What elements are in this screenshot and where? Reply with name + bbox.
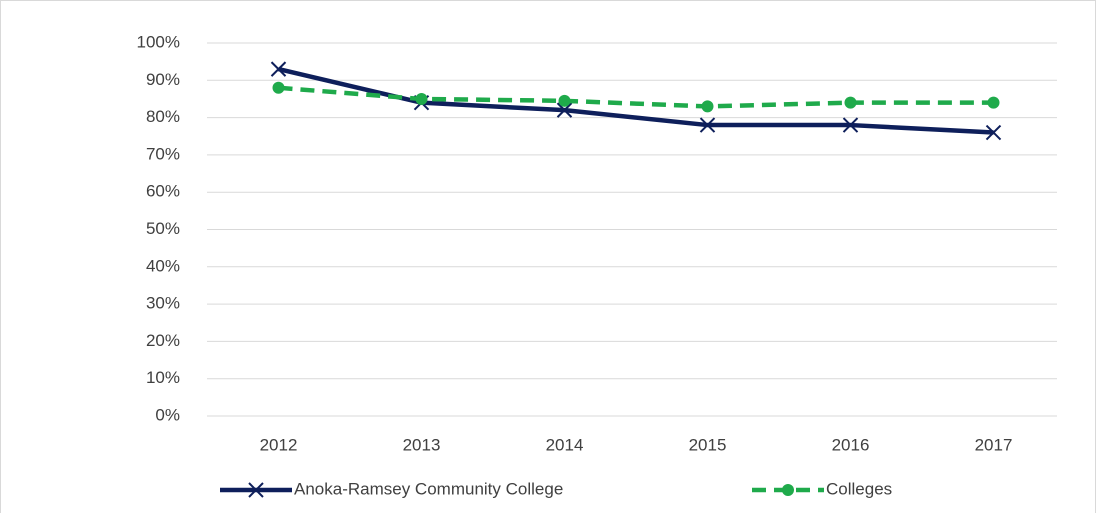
- x-tick-label: 2012: [260, 435, 298, 454]
- y-tick-label: 90%: [146, 70, 180, 89]
- y-tick-label: 20%: [146, 331, 180, 350]
- data-point: [558, 94, 571, 107]
- data-point: [985, 124, 1002, 141]
- y-tick-label: 60%: [146, 182, 180, 201]
- y-tick-label: 70%: [146, 144, 180, 163]
- data-point: [842, 117, 859, 133]
- legend-label: Colleges: [826, 479, 892, 498]
- x-tick-label: 2016: [832, 435, 870, 454]
- y-tick-label: 100%: [137, 32, 180, 51]
- data-point: [415, 92, 428, 105]
- data-point: [701, 100, 714, 113]
- y-tick-label: 10%: [146, 368, 180, 387]
- data-point: [556, 102, 573, 118]
- y-tick-label: 30%: [146, 294, 180, 313]
- data-point: [844, 96, 857, 109]
- data-point: [270, 61, 287, 77]
- series-line: [278, 85, 994, 109]
- x-tick-label: 2013: [403, 435, 441, 454]
- x-tick-label: 2015: [689, 435, 727, 454]
- data-point: [272, 81, 285, 94]
- y-tick-label: 40%: [146, 256, 180, 275]
- data-point: [987, 96, 1000, 109]
- legend-label: Anoka-Ramsey Community College: [294, 479, 563, 498]
- y-tick-label: 80%: [146, 107, 180, 126]
- legend-marker: [782, 484, 794, 496]
- x-tick-label: 2017: [975, 435, 1013, 454]
- y-tick-label: 50%: [146, 219, 180, 238]
- y-tick-label: 0%: [155, 405, 180, 424]
- legend-marker: [248, 482, 264, 498]
- data-point: [699, 117, 716, 133]
- x-tick-label: 2014: [546, 435, 584, 454]
